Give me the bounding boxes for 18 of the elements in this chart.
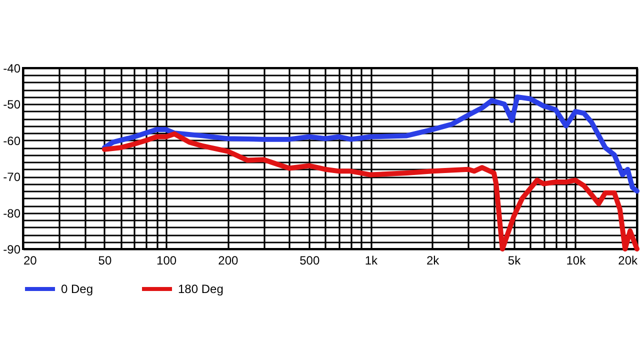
y-tick-label: -40 [3, 62, 21, 76]
y-tick-label: -60 [3, 134, 21, 148]
y-tick-label: -90 [3, 242, 21, 256]
legend-label: 0 Deg [61, 282, 94, 296]
x-tick-label: 5k [508, 254, 522, 268]
x-tick-label: 200 [218, 254, 238, 268]
y-tick-label: -80 [3, 206, 21, 220]
x-tick-label: 50 [98, 254, 112, 268]
x-tick-label: 10k [566, 254, 587, 268]
legend-label: 180 Deg [178, 282, 224, 296]
x-tick-label: 100 [156, 254, 177, 268]
x-tick-label: 2k [426, 254, 440, 268]
y-tick-label: -50 [3, 98, 21, 112]
x-tick-label: 20 [24, 254, 38, 268]
x-tick-label: 1k [364, 254, 379, 268]
y-tick-label: -70 [3, 170, 21, 184]
x-tick-label: 20k [618, 254, 638, 268]
x-tick-label: 500 [300, 254, 320, 268]
